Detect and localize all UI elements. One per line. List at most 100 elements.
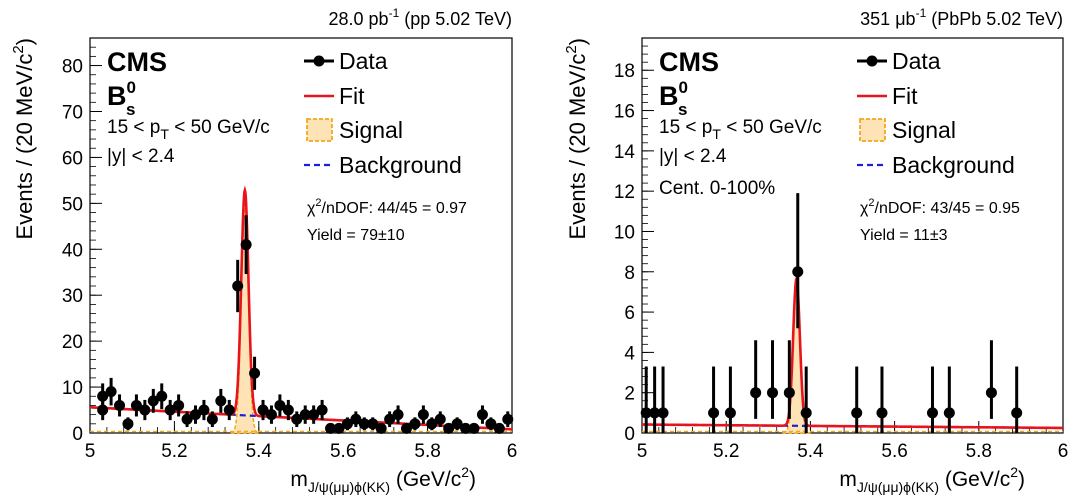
cut-y-label: |y| < 2.4 [107, 146, 175, 167]
data-point [206, 413, 218, 425]
chi2-exp: 2 [868, 197, 874, 209]
luminosity-label: 351 μb-1 (PbPb 5.02 TeV) [860, 6, 1063, 29]
particle-sub: s [126, 100, 135, 119]
y-tick-label: 12 [614, 182, 635, 203]
data-point [257, 404, 269, 416]
data-point [649, 407, 661, 419]
plot-frame [89, 37, 513, 434]
data-point [341, 418, 353, 430]
data-point [274, 399, 286, 411]
xlabel-close: ) [1018, 468, 1025, 491]
yield-label: Yield = 11±3 [860, 227, 948, 244]
y-tick-label: 16 [614, 102, 635, 123]
y-tick-label: 2 [624, 384, 635, 405]
x-tick-label: 5.6 [881, 441, 907, 462]
chi2-prefix: χ [307, 200, 316, 217]
data-point [215, 395, 227, 407]
data-point [800, 407, 812, 419]
lumi-value: 28.0 pb [329, 9, 389, 29]
cut-cent-label: Cent. 0-100% [659, 178, 775, 199]
cut-pt-left: 15 < p [659, 117, 712, 138]
data-point [476, 409, 488, 421]
xlabel-unit-exp: 2 [461, 464, 469, 480]
data-point [426, 418, 438, 430]
yield-label: Yield = 79±10 [307, 227, 405, 244]
data-point [282, 404, 294, 416]
legend-data-marker [313, 55, 325, 67]
y-tick-label: 8 [624, 263, 635, 284]
cut-pt-left: 15 < p [107, 117, 160, 138]
data-point [708, 407, 720, 419]
data-point [657, 407, 669, 419]
xlabel-main: m [839, 468, 857, 491]
data-point [333, 422, 345, 434]
y-tick-label: 0 [624, 424, 635, 445]
y-tick-label: 70 [62, 102, 83, 123]
chi2-rest: /nDOF: 44/45 = 0.97 [322, 200, 468, 217]
data-point [401, 422, 412, 434]
data-point [173, 399, 185, 411]
lumi-value: 351 μb [860, 9, 915, 29]
data-point [130, 399, 142, 411]
ylabel-exp: 2 [10, 45, 27, 53]
data-point [943, 407, 955, 419]
ylabel-exp: 2 [563, 45, 580, 53]
data-point [358, 418, 370, 430]
experiment-label: CMS [107, 47, 167, 77]
data-point [232, 280, 244, 292]
particle-base: B [107, 81, 127, 111]
data-point [299, 409, 311, 421]
y-tick-label: 80 [62, 57, 83, 78]
chi2-prefix: χ [860, 200, 869, 217]
y-tick-label: 10 [614, 222, 635, 243]
particle-sub: s [678, 100, 687, 119]
legend-signal-box [859, 118, 886, 142]
legend-label: Data [339, 48, 388, 74]
x-tick-label: 5.8 [966, 441, 992, 462]
legend-label: Fit [339, 83, 365, 109]
xlabel-unit-exp: 2 [1010, 464, 1018, 480]
legend-label: Fit [892, 83, 918, 109]
luminosity-label: 28.0 pb-1 (pp 5.02 TeV) [329, 6, 512, 29]
data-point [316, 404, 328, 416]
data-point [240, 239, 252, 251]
panel-2: 5 5.2 5.4 5.6 5.8 6 0 2 4 6 8 10 12 14 16 18 351 μb-1 (P… [563, 6, 1068, 495]
x-axis-title: mJ/ψ(μμ)ϕ(KK) (GeV/c2) [839, 464, 1025, 495]
x-tick-label: 5.8 [414, 441, 440, 462]
data-point [375, 422, 387, 434]
data-point [434, 413, 446, 425]
ylabel-close: ) [565, 38, 590, 45]
data-point [640, 407, 652, 419]
data-point [122, 418, 134, 430]
lumi-suffix: (pp 5.02 TeV) [399, 9, 512, 29]
y-tick-label: 18 [614, 61, 635, 82]
data-point [97, 404, 109, 416]
y-tick-label: 14 [614, 142, 636, 163]
legend-label: Background [339, 152, 462, 178]
legend-label: Background [892, 152, 1015, 178]
experiment-label: CMS [659, 47, 719, 77]
data-point [485, 418, 497, 430]
ylabel-main: Events / (20 MeV/c [565, 54, 590, 240]
data-point [367, 418, 379, 430]
data-point [392, 409, 404, 421]
cut-pt-sub: T [160, 126, 169, 142]
cut-y-label: |y| < 2.4 [659, 146, 727, 167]
lumi-exp: -1 [389, 6, 400, 20]
data-point [190, 409, 201, 421]
x-tick-label: 5.4 [797, 441, 824, 462]
xlabel-sub: J/ψ(μμ)ϕ(KK) [857, 479, 939, 495]
y-axis-title: Events / (20 MeV/c2) [10, 38, 37, 240]
data-point [417, 409, 429, 421]
y-tick-label: 50 [62, 194, 83, 215]
data-point [249, 367, 261, 379]
data-point [325, 422, 337, 434]
data-point [147, 395, 159, 407]
data-point [443, 422, 455, 434]
data-point [851, 407, 863, 419]
xlabel-close: ) [469, 468, 476, 491]
cut-pt-right: < 50 GeV/c [721, 117, 822, 138]
data-point [724, 407, 736, 419]
